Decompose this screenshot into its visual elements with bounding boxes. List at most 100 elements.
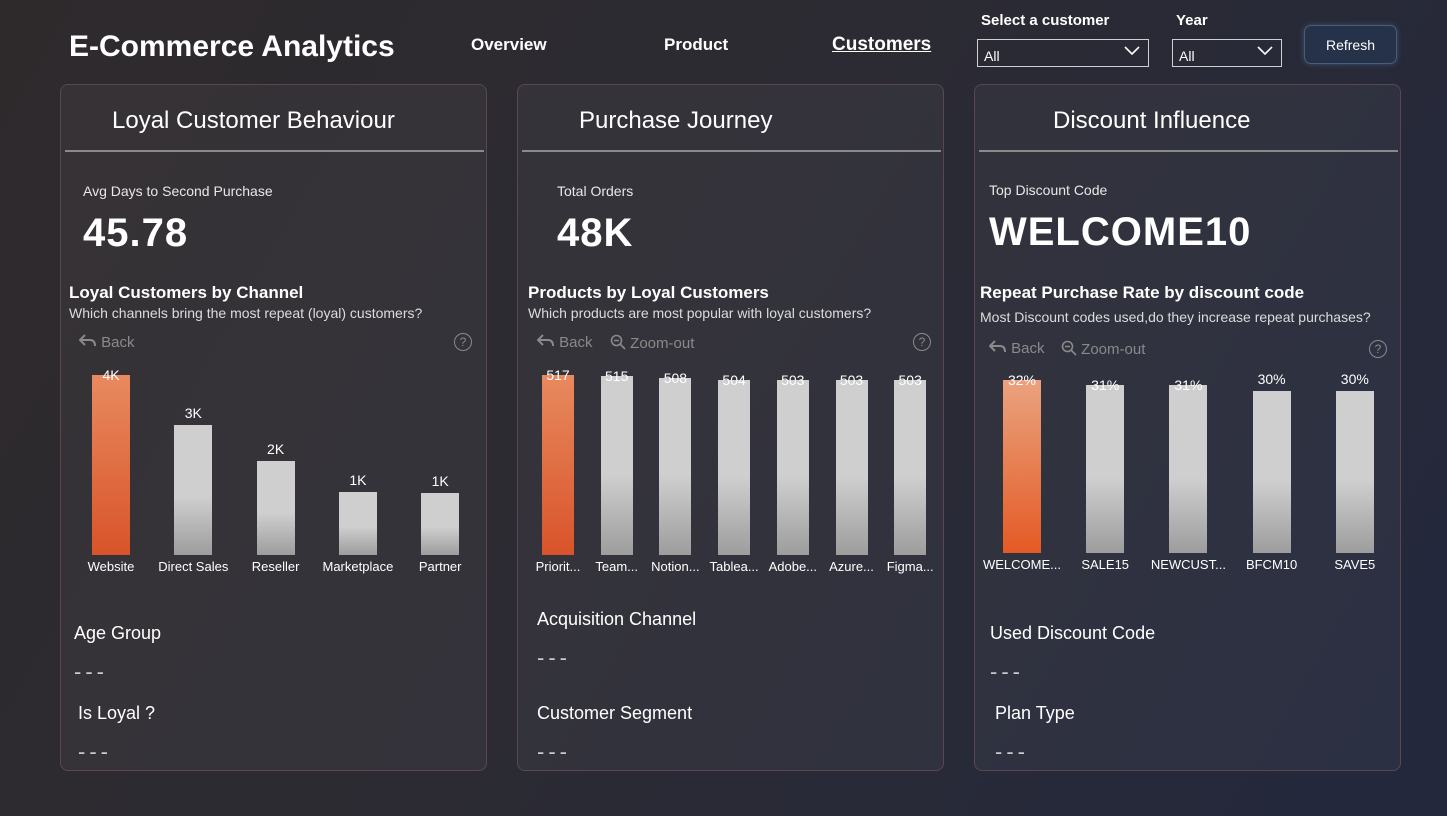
- chart-title: Repeat Purchase Rate by discount code: [980, 283, 1305, 302]
- divider: [979, 150, 1398, 152]
- chart-bar[interactable]: [659, 378, 692, 555]
- chevron-down-icon: [1257, 46, 1273, 56]
- chart-bar[interactable]: [174, 424, 213, 555]
- divider: [65, 150, 484, 152]
- zoom-out-button[interactable]: Zoom-out: [1061, 340, 1145, 358]
- chart-bar[interactable]: [92, 375, 130, 555]
- chart-bar[interactable]: [256, 460, 295, 555]
- chart-bar[interactable]: [1003, 380, 1041, 553]
- chart-bar[interactable]: [1169, 385, 1208, 553]
- customer-filter-label: Select a customer: [981, 12, 1110, 29]
- data-label: 1K: [349, 472, 367, 488]
- back-button[interactable]: Back: [989, 340, 1045, 357]
- nav-overview[interactable]: Overview: [471, 35, 547, 54]
- back-arrow-icon: [989, 340, 1006, 353]
- kpi-label: Top Discount Code: [989, 182, 1108, 198]
- back-label: Back: [101, 334, 135, 351]
- category-label: Tablea...: [709, 559, 759, 574]
- category-label: Azure...: [829, 559, 874, 574]
- category-label: BFCM10: [1245, 557, 1298, 572]
- back-label: Back: [1011, 340, 1045, 357]
- category-label: Team...: [595, 559, 638, 574]
- data-label: 504: [722, 371, 746, 388]
- chart-bar[interactable]: [600, 375, 633, 555]
- card-title: Purchase Journey: [579, 107, 773, 134]
- slicer-label: Acquisition Channel: [537, 609, 697, 629]
- category-label: Adobe...: [768, 559, 818, 574]
- category-label: Figma...: [886, 559, 934, 574]
- chart-bar[interactable]: [542, 375, 574, 555]
- back-label: Back: [559, 334, 593, 351]
- help-icon[interactable]: ?: [1369, 340, 1387, 358]
- chart-title: Products by Loyal Customers: [528, 283, 769, 302]
- category-label: Website: [87, 559, 135, 574]
- chart-subtitle: Which channels bring the most repeat (lo…: [69, 305, 423, 321]
- category-label: Direct Sales: [158, 559, 229, 574]
- back-button[interactable]: Back: [79, 334, 135, 351]
- chart-bar[interactable]: [894, 379, 927, 555]
- data-label: 503: [781, 371, 805, 388]
- zoom-out-icon: [1061, 340, 1077, 356]
- nav-product[interactable]: Product: [664, 35, 729, 54]
- slicer-value[interactable]: ---: [537, 645, 571, 670]
- back-button[interactable]: Back: [537, 334, 593, 351]
- slicer-label: Is Loyal ?: [78, 703, 156, 723]
- slicer-value[interactable]: ---: [990, 659, 1024, 684]
- category-label: SALE15: [1081, 557, 1130, 572]
- zoom-out-button[interactable]: Zoom-out: [610, 334, 694, 352]
- data-label: 503: [898, 371, 922, 388]
- data-label: 4K: [102, 367, 120, 383]
- help-icon[interactable]: ?: [913, 333, 931, 351]
- kpi-value: 48K: [557, 211, 634, 255]
- card-loyal-customer-behaviour: Loyal Customer Behaviour Avg Days to Sec…: [60, 84, 487, 771]
- app-title: E-Commerce Analytics: [69, 30, 395, 63]
- data-label: 1K: [431, 472, 449, 489]
- chart-bar[interactable]: [1252, 390, 1291, 553]
- divider: [522, 150, 941, 152]
- chart-bar[interactable]: [338, 492, 377, 555]
- category-label: Priorit...: [535, 559, 581, 574]
- year-select-value: All: [1179, 48, 1195, 64]
- chart-title: Loyal Customers by Channel: [69, 283, 304, 302]
- chevron-down-icon: [1124, 46, 1140, 56]
- data-label: 515: [605, 367, 629, 384]
- card-title: Discount Influence: [1053, 107, 1251, 134]
- data-label: 508: [663, 370, 688, 387]
- back-arrow-icon: [79, 334, 96, 347]
- data-label: 2K: [267, 440, 285, 457]
- slicer-label: Customer Segment: [537, 703, 693, 723]
- kpi-label: Avg Days to Second Purchase: [83, 183, 273, 199]
- data-label: 517: [546, 367, 570, 383]
- data-label: 30%: [1257, 370, 1286, 387]
- customer-select[interactable]: All: [977, 39, 1149, 67]
- category-label: Marketplace: [322, 559, 394, 574]
- slicer-value[interactable]: ---: [78, 739, 112, 764]
- back-arrow-icon: [537, 334, 554, 347]
- slicer-label: Used Discount Code: [990, 623, 1156, 643]
- help-icon[interactable]: ?: [454, 333, 472, 351]
- customer-select-value: All: [984, 48, 1000, 64]
- slicer-value[interactable]: ---: [537, 739, 571, 764]
- category-label: Reseller: [251, 559, 300, 574]
- category-label: Partner: [418, 559, 462, 574]
- kpi-label: Total Orders: [557, 183, 634, 199]
- slicer-value[interactable]: ---: [995, 739, 1029, 764]
- year-filter-label: Year: [1176, 12, 1208, 29]
- slicer-value[interactable]: ---: [74, 659, 108, 684]
- chart-bar[interactable]: [718, 379, 751, 555]
- chart-bar[interactable]: [421, 492, 460, 555]
- year-select[interactable]: All: [1172, 39, 1282, 67]
- data-label: 30%: [1340, 370, 1369, 387]
- chart-bar[interactable]: [1086, 385, 1125, 553]
- refresh-button[interactable]: Refresh: [1304, 25, 1397, 64]
- chart-bar[interactable]: [835, 379, 868, 555]
- data-label: 31%: [1091, 377, 1120, 394]
- zoom-out-icon: [610, 334, 626, 350]
- category-label: WELCOME...: [982, 557, 1061, 572]
- nav-customers[interactable]: Customers: [832, 34, 932, 55]
- chart-subtitle: Most Discount codes used,do they increas…: [980, 309, 1371, 325]
- chart-bar[interactable]: [776, 379, 809, 555]
- chart-bar[interactable]: [1335, 390, 1374, 553]
- chart-subtitle: Which products are most popular with loy…: [528, 305, 872, 321]
- zoom-out-label: Zoom-out: [630, 335, 695, 352]
